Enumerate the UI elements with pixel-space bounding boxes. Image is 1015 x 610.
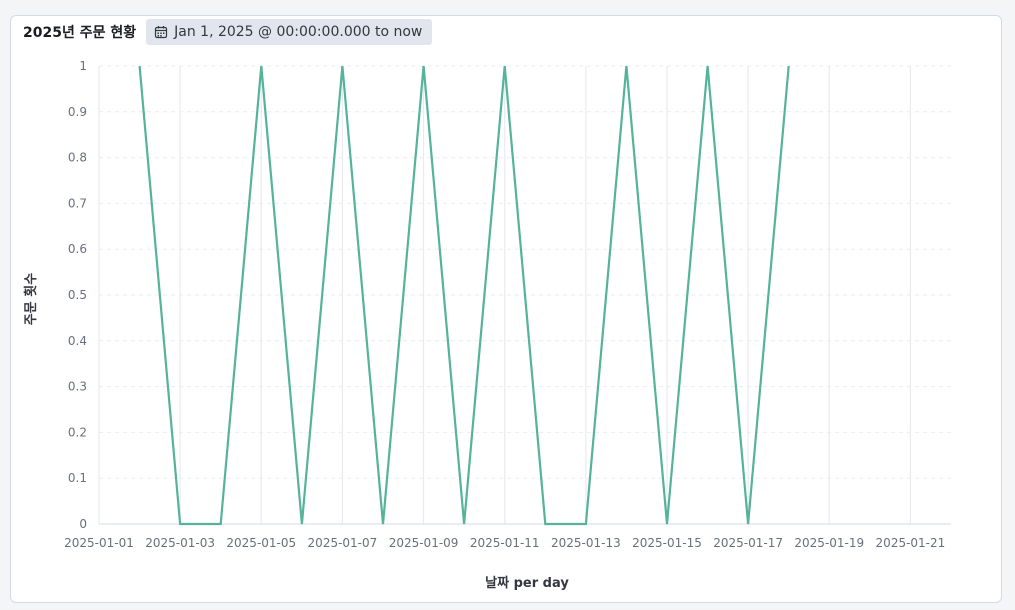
panel-title: 2025년 주문 현황 xyxy=(23,25,137,41)
y-axis-title: 주문 횟수 xyxy=(23,273,39,325)
y-tick-label: 0.9 xyxy=(68,105,87,119)
x-axis-title: 날짜 per day xyxy=(485,575,569,591)
x-tick-label: 2025-01-09 xyxy=(389,536,459,550)
visualization-panel: 2025년 주문 현황 Jan 1, 2025 @ 00:00:00.000 t… xyxy=(10,15,1002,603)
time-range-text: Jan 1, 2025 @ 00:00:00.000 to now xyxy=(174,24,423,40)
x-tick-label: 2025-01-11 xyxy=(470,536,540,550)
x-tick-label: 2025-01-13 xyxy=(551,536,621,550)
x-tick-label: 2025-01-07 xyxy=(308,536,378,550)
y-tick-label: 0.3 xyxy=(68,380,87,394)
y-tick-label: 0.6 xyxy=(68,242,87,256)
y-tick-label: 0.1 xyxy=(68,471,87,485)
x-tick-label: 2025-01-05 xyxy=(226,536,296,550)
y-tick-label: 0.4 xyxy=(68,334,87,348)
x-tick-label: 2025-01-21 xyxy=(876,536,946,550)
x-tick-label: 2025-01-19 xyxy=(794,536,864,550)
y-tick-label: 0.2 xyxy=(68,425,87,439)
y-tick-label: 0.8 xyxy=(68,151,87,165)
x-tick-label: 2025-01-01 xyxy=(64,536,134,550)
x-tick-label: 2025-01-17 xyxy=(713,536,783,550)
calendar-icon xyxy=(154,25,168,39)
line-chart: 0 0.1 0.2 0.3 0.4 0.5 0.6 0.7 0.8 0.9 1 2025-01-01 2… xyxy=(23,59,951,591)
y-tick-label: 1 xyxy=(79,59,87,73)
y-tick-label: 0 xyxy=(79,517,87,531)
panel-header: 2025년 주문 현황 Jan 1, 2025 @ 00:00:00.000 t… xyxy=(23,19,433,45)
x-tick-label: 2025-01-15 xyxy=(632,536,702,550)
y-tick-label: 0.7 xyxy=(68,196,87,210)
x-tick-label: 2025-01-03 xyxy=(145,536,215,550)
y-tick-label: 0.5 xyxy=(68,288,87,302)
time-range-badge[interactable]: Jan 1, 2025 @ 00:00:00.000 to now xyxy=(146,19,433,45)
